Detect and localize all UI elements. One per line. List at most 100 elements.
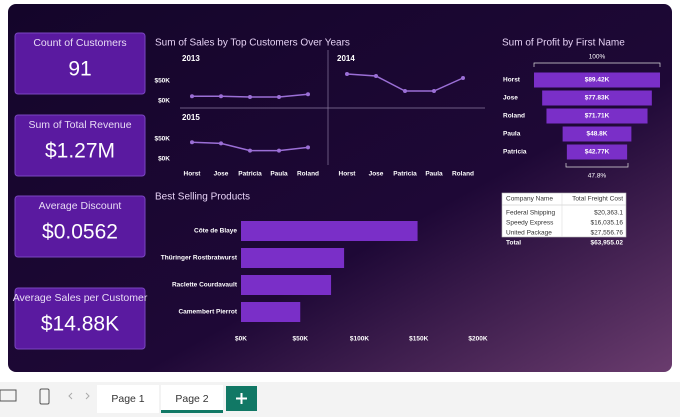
x-tick-label: Roland	[297, 171, 319, 178]
kpi-value: $1.27M	[45, 140, 115, 163]
x-tick-label: Horst	[184, 171, 202, 178]
funnel-bar	[566, 144, 628, 160]
category-label: Patricia	[503, 149, 527, 156]
funnel-bar	[562, 126, 632, 142]
point	[277, 148, 281, 153]
kpi-label: Count of Customers	[33, 37, 126, 49]
funnel-bar	[546, 108, 648, 124]
kpi-card	[14, 195, 146, 258]
category-label: Camembert Pierrot	[178, 309, 237, 316]
table-cell: $20,363.1	[594, 210, 623, 217]
kpi-card	[14, 287, 146, 350]
bracket	[533, 62, 661, 67]
chart-title: Sum of Profit by First Name	[502, 38, 625, 49]
value-label: $48.8K	[587, 131, 608, 138]
table-total: $63,955.02	[590, 240, 623, 247]
nav-arrows[interactable]	[68, 392, 90, 400]
table-cell: Speedy Express	[506, 220, 554, 227]
x-tick-label: Patricia	[238, 171, 262, 178]
x-tick-label: $100K	[350, 336, 369, 343]
table-cell: $16,035.16	[590, 220, 623, 227]
y-tick-label: $50K	[154, 78, 170, 85]
kpi-value: $0.0562	[42, 221, 118, 244]
bar	[241, 302, 301, 322]
tab-underline	[161, 410, 223, 413]
point	[277, 95, 281, 99]
kpi-label: Average Sales per Customer	[13, 292, 148, 304]
point	[190, 140, 194, 145]
kpi-card	[14, 32, 146, 95]
annotation: 100%	[589, 54, 606, 61]
x-tick-label: $50K	[292, 336, 308, 343]
table-cell: Federal Shipping	[506, 210, 556, 217]
point	[432, 89, 436, 93]
point	[219, 94, 223, 99]
category-label: Thüringer Rostbratwurst	[161, 255, 238, 262]
chart-title: Best Selling Products	[155, 192, 250, 203]
bar	[241, 275, 332, 295]
category-label: Horst	[503, 77, 521, 84]
canvas	[8, 4, 672, 372]
table-cell: United Package	[506, 230, 552, 237]
x-tick-label: $200K	[468, 336, 487, 343]
point	[403, 89, 407, 93]
kpi-card	[14, 114, 146, 177]
panel-title: 2013	[182, 54, 200, 63]
tab[interactable]	[97, 385, 159, 413]
y-tick-label: $50K	[154, 136, 170, 143]
kpi-value: 91	[68, 58, 91, 81]
table-total: Total	[506, 240, 521, 247]
chart-title: Sum of Sales by Top Customers Over Years	[155, 38, 350, 49]
panel-title: 2014	[337, 54, 355, 63]
y-tick-label: $0K	[158, 156, 170, 163]
bar	[241, 248, 345, 268]
x-tick-label: Horst	[339, 171, 357, 178]
table-header: Total Freight Cost	[572, 196, 623, 203]
value-label: $89.42K	[585, 77, 610, 84]
table-cell: $27,556.76	[590, 230, 623, 237]
point	[248, 148, 252, 153]
bracket	[565, 163, 629, 168]
annotation: 47.8%	[588, 173, 607, 180]
x-tick-label: Roland	[452, 171, 474, 178]
value-label: $77.83K	[585, 95, 610, 102]
mobile-icon[interactable]	[39, 388, 50, 405]
kpi-label: Sum of Total Revenue	[28, 119, 131, 131]
x-tick-label: Paula	[425, 171, 443, 178]
y-tick-label: $0K	[158, 98, 170, 105]
plus-icon	[236, 393, 247, 404]
x-tick-label: $150K	[409, 336, 428, 343]
point	[219, 141, 223, 146]
point	[306, 92, 310, 97]
x-tick-label: Jose	[369, 171, 384, 178]
category-label: Raclette Courdavault	[172, 282, 238, 289]
funnel-bar	[534, 72, 660, 88]
category-label: Jose	[503, 95, 518, 102]
x-tick-label: Jose	[214, 171, 229, 178]
kpi-label: Average Discount	[39, 200, 122, 212]
category-label: Roland	[503, 113, 525, 120]
point	[374, 74, 378, 78]
panel-title: 2015	[182, 113, 200, 122]
table-bg	[501, 192, 627, 238]
point	[190, 94, 194, 99]
tab-label[interactable]: Page 2	[175, 393, 208, 405]
category-label: Paula	[503, 131, 521, 138]
desktop-icon[interactable]	[0, 389, 17, 402]
point	[345, 72, 349, 76]
point	[461, 76, 465, 80]
tab-label[interactable]: Page 1	[111, 393, 144, 405]
x-tick-label: Paula	[270, 171, 288, 178]
point	[248, 95, 252, 99]
value-label: $71.71K	[585, 113, 610, 120]
value-label: $42.77K	[585, 149, 610, 156]
kpi-value: $14.88K	[41, 313, 119, 336]
x-tick-label: Patricia	[393, 171, 417, 178]
tab-active[interactable]	[161, 385, 223, 413]
point	[306, 145, 310, 150]
bar	[241, 221, 418, 241]
category-label: Côte de Blaye	[194, 228, 237, 235]
table-header: Company Name	[506, 196, 553, 203]
x-tick-label: $0K	[235, 336, 247, 343]
